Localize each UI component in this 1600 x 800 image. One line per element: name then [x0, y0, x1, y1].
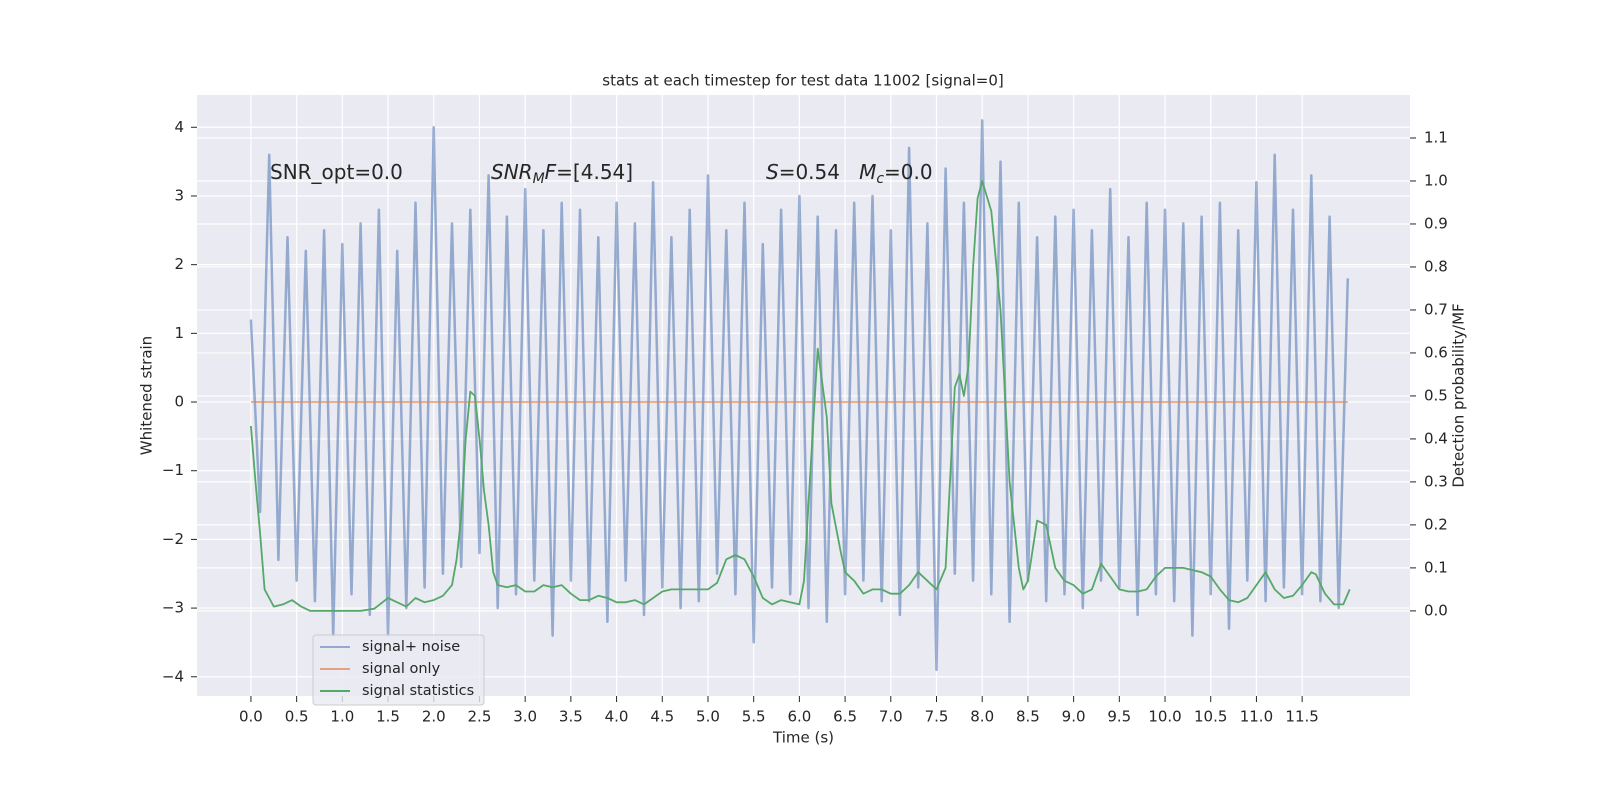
y-tick-label: 1	[174, 324, 184, 342]
annotation-part: M	[859, 160, 876, 184]
y-tick-label: −2	[162, 530, 184, 548]
x-tick-label: 7.0	[879, 708, 903, 726]
x-tick-label: 3.5	[559, 708, 583, 726]
annotation-part: SNR_opt=0.0	[270, 160, 403, 184]
y2-tick-label: 0.5	[1424, 386, 1448, 404]
x-tick-label: 6.0	[787, 708, 811, 726]
x-tick-label: 9.0	[1062, 708, 1086, 726]
legend-label: signal+ noise	[362, 639, 460, 655]
x-tick-label: 1.0	[330, 708, 354, 726]
series-line	[250, 180, 1351, 612]
series-line	[249, 119, 1350, 672]
y2-axis-label: Detection probability/MF	[1450, 303, 1468, 487]
y2-tick-label: 0.6	[1424, 343, 1448, 361]
y2-tick-label: 1.1	[1424, 128, 1448, 146]
y2-tick-label: 0.3	[1424, 472, 1448, 490]
annotation-part: c	[876, 171, 884, 187]
x-tick-label: 5.5	[742, 708, 766, 726]
y-tick-label: −1	[162, 461, 184, 479]
legend-label: signal statistics	[362, 683, 474, 699]
y-tick-label: −4	[162, 667, 184, 685]
x-tick-label: 10.5	[1194, 708, 1227, 726]
x-tick-label: 0.0	[239, 708, 263, 726]
x-tick-label: 4.0	[605, 708, 629, 726]
x-tick-label: 4.5	[650, 708, 674, 726]
y-axis-label: Whitened strain	[138, 336, 156, 455]
y2-tick-label: 0.0	[1424, 601, 1448, 619]
chart-title: stats at each timestep for test data 110…	[602, 72, 1003, 90]
y-tick-label: 0	[174, 393, 184, 411]
legend-label: signal only	[362, 661, 441, 677]
x-tick-label: 9.5	[1107, 708, 1131, 726]
legend-frame	[312, 634, 485, 706]
x-tick-label: 1.5	[376, 708, 400, 726]
x-axis-label: Time (s)	[772, 729, 834, 747]
y2-tick-label: 0.8	[1424, 257, 1448, 275]
x-tick-label: 3.0	[513, 708, 537, 726]
y2-tick-label: 0.9	[1424, 214, 1448, 232]
x-tick-label: 11.0	[1240, 708, 1273, 726]
x-tick-label: 2.0	[422, 708, 446, 726]
legend: signal+ noise signal only signal statistic…	[312, 634, 485, 706]
annotation-part: S	[766, 160, 779, 184]
y2-tick-label: 1.0	[1424, 171, 1448, 189]
x-tick-label: 11.5	[1285, 708, 1318, 726]
y2-tick-label: 0.1	[1424, 558, 1448, 576]
annotation-part: =0.54	[779, 160, 859, 184]
x-tick-label: 10.0	[1148, 708, 1181, 726]
annotation-part: F	[545, 160, 557, 184]
y-tick-label: 4	[174, 118, 184, 136]
x-tick-label: 7.5	[925, 708, 949, 726]
y-tick-label: −3	[162, 599, 184, 617]
x-tick-label: 2.5	[468, 708, 492, 726]
x-tick-label: 6.5	[833, 708, 857, 726]
annotation-part: =0.0	[884, 160, 933, 184]
annotation: SNR_opt=0.0	[270, 160, 403, 184]
x-tick-label: 0.5	[285, 708, 309, 726]
annotation: SNRMF=[4.54]	[491, 160, 633, 188]
x-tick-label: 8.5	[1016, 708, 1040, 726]
annotation-part: SNR	[491, 160, 533, 184]
annotation: S=0.54 Mc=0.0	[766, 160, 933, 188]
y-tick-label: 3	[174, 186, 184, 204]
y-tick-label: 2	[174, 255, 184, 273]
y2-tick-label: 0.2	[1424, 515, 1448, 533]
annotation-part: =[4.54]	[556, 160, 633, 184]
x-tick-label: 8.0	[970, 708, 994, 726]
y2-tick-label: 0.7	[1424, 300, 1448, 318]
x-tick-label: 5.0	[696, 708, 720, 726]
annotation-part: M	[533, 171, 545, 187]
y2-tick-label: 0.4	[1424, 429, 1448, 447]
